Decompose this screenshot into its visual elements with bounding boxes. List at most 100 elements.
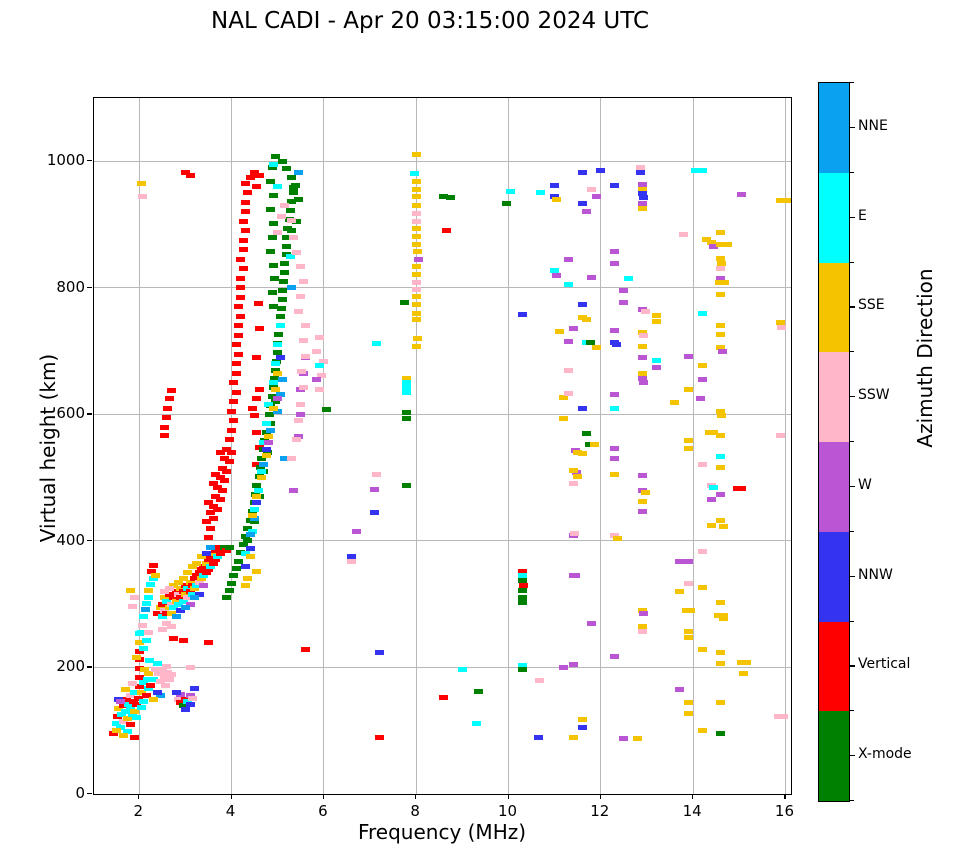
data-point bbox=[146, 582, 156, 588]
data-point bbox=[534, 734, 543, 740]
data-point bbox=[277, 287, 287, 293]
data-point bbox=[231, 566, 241, 572]
data-point bbox=[298, 338, 308, 344]
data-point bbox=[637, 624, 647, 630]
data-point bbox=[564, 368, 573, 374]
data-point bbox=[412, 249, 422, 255]
colorbar-boundary-tick bbox=[850, 261, 854, 263]
data-point bbox=[259, 462, 269, 468]
colorbar-boundary-tick bbox=[850, 620, 854, 622]
data-point bbox=[707, 239, 717, 245]
data-point bbox=[312, 348, 322, 354]
data-point bbox=[776, 433, 786, 439]
data-point bbox=[559, 664, 569, 670]
data-point bbox=[370, 486, 380, 492]
data-point bbox=[610, 456, 620, 462]
data-point bbox=[411, 343, 421, 349]
data-point bbox=[267, 165, 277, 171]
data-point bbox=[280, 456, 290, 462]
data-point bbox=[411, 287, 421, 293]
data-point bbox=[411, 279, 421, 285]
data-point bbox=[619, 735, 629, 741]
data-point bbox=[268, 192, 278, 198]
data-point bbox=[267, 290, 277, 296]
data-point bbox=[160, 589, 170, 595]
data-point bbox=[118, 702, 128, 708]
gridline-x-10 bbox=[508, 98, 509, 794]
data-point bbox=[716, 433, 726, 439]
data-point bbox=[137, 629, 147, 635]
data-point bbox=[269, 376, 279, 382]
data-point bbox=[287, 174, 297, 180]
colorbar-boundary-tick bbox=[850, 530, 854, 532]
data-point bbox=[134, 666, 144, 672]
data-point bbox=[518, 582, 528, 588]
x-tick-label: 12 bbox=[590, 802, 610, 820]
data-point bbox=[243, 525, 253, 531]
data-point bbox=[173, 696, 183, 702]
data-point bbox=[206, 554, 216, 560]
data-point bbox=[167, 671, 177, 677]
data-point bbox=[222, 595, 232, 601]
data-point bbox=[123, 729, 133, 735]
data-point bbox=[610, 653, 620, 659]
data-point bbox=[185, 579, 195, 585]
data-point bbox=[684, 386, 694, 392]
data-point bbox=[411, 241, 421, 247]
data-point bbox=[199, 563, 209, 569]
data-point bbox=[125, 706, 135, 712]
data-point bbox=[446, 194, 456, 200]
data-point bbox=[517, 568, 527, 574]
data-point bbox=[568, 662, 578, 668]
colorbar-category-label: SSE bbox=[858, 297, 885, 314]
data-point bbox=[118, 718, 128, 724]
x-tick bbox=[230, 794, 232, 799]
data-point bbox=[224, 587, 234, 593]
data-point bbox=[153, 661, 163, 667]
data-point bbox=[213, 484, 223, 490]
data-point bbox=[411, 218, 421, 224]
data-point bbox=[146, 683, 156, 689]
data-point bbox=[270, 367, 280, 373]
data-point bbox=[236, 275, 246, 281]
data-point bbox=[697, 647, 707, 653]
colorbar-category-label: W bbox=[858, 476, 872, 493]
gridline-x-8 bbox=[415, 98, 417, 794]
data-point bbox=[162, 598, 172, 604]
data-point bbox=[197, 566, 207, 572]
data-point bbox=[289, 234, 299, 240]
data-point bbox=[275, 314, 285, 320]
data-point bbox=[199, 582, 209, 588]
data-point bbox=[559, 394, 569, 400]
data-point bbox=[210, 471, 220, 477]
data-point bbox=[190, 595, 200, 601]
data-point bbox=[245, 517, 255, 523]
colorbar-tick bbox=[850, 396, 855, 398]
data-point bbox=[160, 673, 170, 679]
data-point bbox=[568, 467, 578, 473]
data-point bbox=[270, 399, 280, 405]
data-point bbox=[651, 365, 661, 371]
data-point bbox=[300, 646, 310, 652]
y-tick-label: 0 bbox=[75, 784, 85, 802]
data-point bbox=[120, 687, 130, 693]
data-point bbox=[162, 620, 172, 626]
gridline-x-14 bbox=[692, 98, 694, 794]
gridline-y-1000 bbox=[94, 160, 791, 162]
data-point bbox=[410, 171, 420, 177]
data-point bbox=[267, 394, 277, 400]
data-point bbox=[707, 522, 717, 528]
data-point bbox=[185, 664, 195, 670]
data-point bbox=[273, 408, 283, 414]
data-point bbox=[517, 587, 527, 593]
data-point bbox=[411, 186, 421, 192]
data-point bbox=[176, 699, 186, 705]
data-point bbox=[296, 294, 306, 300]
colorbar-boundary-tick bbox=[850, 800, 854, 802]
data-point bbox=[254, 444, 264, 450]
data-point bbox=[550, 268, 560, 274]
data-point bbox=[250, 170, 260, 176]
gridline-x-4 bbox=[231, 98, 233, 794]
data-point bbox=[610, 339, 620, 345]
data-point bbox=[651, 312, 661, 318]
